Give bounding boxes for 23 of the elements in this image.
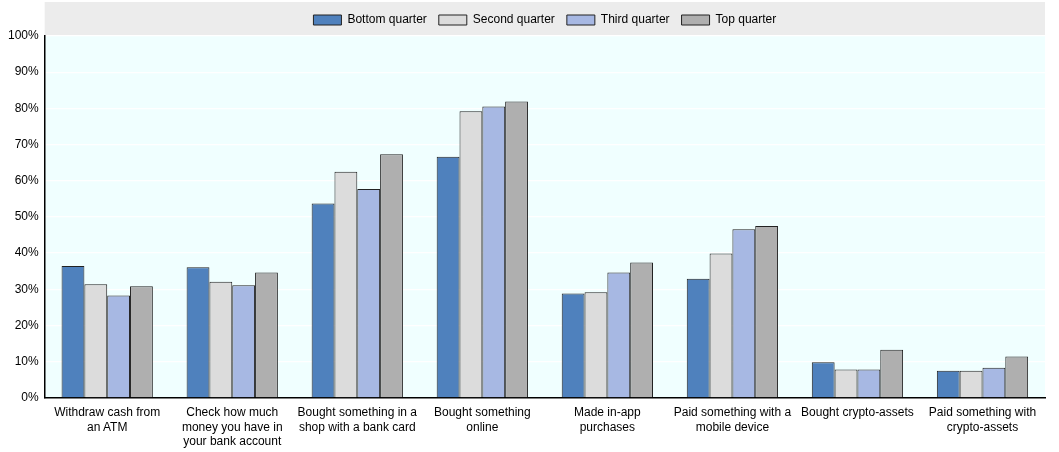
y-tick-label: 20% (14, 317, 40, 332)
y-tick-label: 50% (14, 209, 40, 224)
legend-label: Third quarter (600, 12, 670, 27)
x-tick-label: Bought something in a shop with a bank card (297, 405, 418, 434)
legend-label: Top quarter (715, 12, 777, 27)
y-tick-label: 60% (14, 173, 40, 188)
y-tick-label: 90% (14, 64, 40, 79)
x-tick-label: Made in-app purchases (574, 405, 642, 434)
y-tick-label: 30% (14, 281, 40, 296)
x-tick-label: Bought something online (433, 405, 531, 434)
legend-label: Bottom quarter (347, 12, 427, 27)
y-tick-label: 80% (14, 100, 40, 115)
x-tick-label: Check how much money you have in your bank account (181, 405, 283, 449)
x-tick-label: Bought crypto-assets (801, 405, 914, 420)
y-tick-label: 10% (14, 353, 40, 368)
x-tick-label: Paid something with a mobile device (673, 405, 792, 434)
y-tick-label: 100% (7, 28, 40, 43)
y-tick-label: 40% (14, 245, 40, 260)
y-tick-label: 0% (21, 390, 40, 405)
x-tick-label: Paid something with crypto-assets (928, 405, 1037, 434)
x-tick-label: Withdraw cash from an ATM (54, 405, 161, 434)
legend-label: Second quarter (472, 12, 555, 27)
y-tick-label: 70% (14, 136, 40, 151)
